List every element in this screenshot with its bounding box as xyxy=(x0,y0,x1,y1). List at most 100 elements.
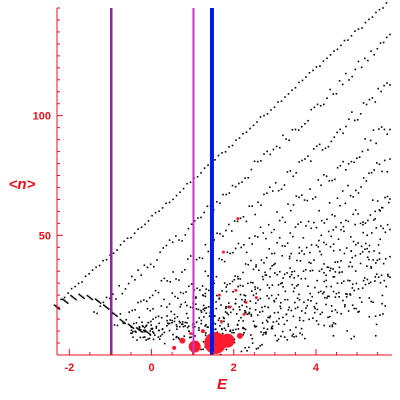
scatter-point xyxy=(190,283,193,285)
scatter-point xyxy=(339,204,341,207)
scatter-point xyxy=(270,231,273,234)
scatter-point xyxy=(253,160,256,163)
scatter-point xyxy=(204,332,207,334)
scatter-point xyxy=(198,329,200,331)
scatter-point xyxy=(247,263,250,266)
highlight-point xyxy=(189,331,193,335)
scatter-point xyxy=(370,232,373,234)
scatter-point xyxy=(166,280,169,282)
scatter-point xyxy=(145,339,147,341)
scatter-point xyxy=(139,330,142,332)
scatter-point xyxy=(368,172,370,175)
scatter-point xyxy=(325,274,327,277)
scatter-point xyxy=(378,252,381,254)
scatter-point xyxy=(189,336,191,339)
scatter-point xyxy=(342,280,345,283)
scatter-point xyxy=(326,266,329,268)
scatter-point xyxy=(366,278,369,281)
scatter-point xyxy=(256,287,259,289)
scatter-point xyxy=(250,259,252,262)
scatter-point xyxy=(220,304,222,306)
scatter-point xyxy=(96,299,98,301)
scatter-point xyxy=(332,290,335,293)
scatter-point xyxy=(147,220,150,222)
scatter-point xyxy=(357,311,359,313)
scatter-point xyxy=(152,331,154,333)
scatter-point xyxy=(238,319,240,322)
scatter-point xyxy=(255,325,258,328)
scatter-point xyxy=(236,323,239,326)
scatter-point xyxy=(315,145,318,148)
scatter-point xyxy=(273,300,276,303)
scatter-point xyxy=(345,72,347,75)
scatter-point xyxy=(222,316,225,319)
scatter-point xyxy=(289,232,292,234)
scatter-point xyxy=(289,170,292,172)
tick-labels: 50 100 -2 0 2 4 xyxy=(33,111,320,374)
scatter-point xyxy=(126,237,129,240)
scatter-point xyxy=(291,270,293,273)
scatter-point xyxy=(175,324,178,326)
scatter-point xyxy=(168,322,170,325)
scatter-point xyxy=(143,336,146,338)
scatter-point xyxy=(215,307,218,310)
scatter-point xyxy=(313,259,315,261)
scatter-point xyxy=(284,96,286,98)
scatter-point xyxy=(259,311,261,313)
scatter-point xyxy=(254,326,256,328)
scatter-point xyxy=(310,262,312,265)
scatter-point xyxy=(121,320,124,323)
scatter-point xyxy=(344,202,347,205)
scatter-point xyxy=(171,319,173,322)
scatter-point xyxy=(363,277,366,279)
scatter-point xyxy=(275,145,278,148)
scatter-point xyxy=(266,295,268,297)
highlight-point xyxy=(242,312,246,316)
scatter-point xyxy=(389,228,391,231)
scatter-point xyxy=(163,277,166,280)
scatter-point xyxy=(122,322,125,325)
scatter-point xyxy=(277,189,280,192)
scatter-point xyxy=(169,319,171,321)
scatter-point xyxy=(302,319,305,322)
scatter-point xyxy=(95,266,97,269)
scatter-point xyxy=(190,223,193,226)
scatter-point xyxy=(208,289,210,292)
y-axis-title: <n> xyxy=(9,176,36,193)
scatter-point xyxy=(318,239,320,242)
scatter-point xyxy=(316,308,319,311)
scatter-point xyxy=(185,291,187,293)
scatter-point xyxy=(291,89,293,92)
scatter-point xyxy=(292,333,295,336)
scatter-point xyxy=(175,336,178,339)
scatter-point xyxy=(63,296,66,299)
scatter-point xyxy=(217,154,220,157)
scatter-point xyxy=(140,300,142,303)
scatter-point xyxy=(196,287,198,290)
scatter-point xyxy=(368,315,371,318)
scatter-point xyxy=(133,232,136,235)
scatter-point xyxy=(321,149,324,151)
scatter-point xyxy=(227,313,230,316)
scatter-point xyxy=(269,153,272,156)
scatter-point xyxy=(178,325,181,328)
scatter-point xyxy=(332,268,334,270)
scatter-point xyxy=(131,309,133,312)
scatter-point xyxy=(244,328,247,331)
scatter-point xyxy=(226,251,229,254)
scatter-point xyxy=(302,270,305,272)
scatter-point xyxy=(340,228,342,231)
scatter-point xyxy=(325,285,328,288)
scatter-point xyxy=(239,217,242,220)
scatter-point xyxy=(351,304,354,307)
scatter-point xyxy=(145,330,147,333)
scatter-point xyxy=(235,313,238,315)
scatter-point xyxy=(280,188,283,191)
scatter-point xyxy=(342,299,344,302)
scatter-point xyxy=(313,106,316,109)
scatter-point xyxy=(325,243,328,246)
scatter-point xyxy=(130,236,132,239)
scatter-point xyxy=(282,286,284,288)
scatter-point xyxy=(379,314,381,316)
scatter-point xyxy=(137,269,139,271)
